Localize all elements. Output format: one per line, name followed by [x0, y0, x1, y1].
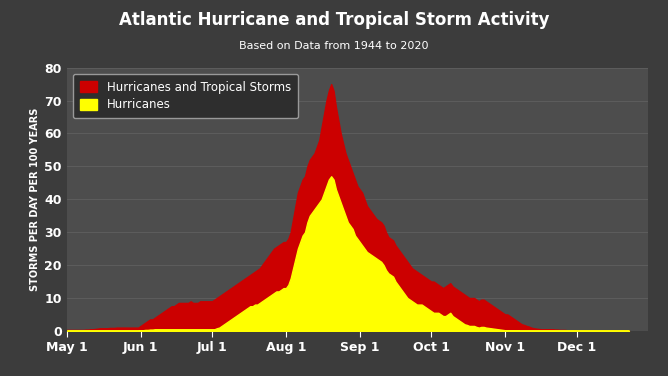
Y-axis label: STORMS PER DAY PER 100 YEARS: STORMS PER DAY PER 100 YEARS: [30, 108, 40, 291]
Text: Based on Data from 1944 to 2020: Based on Data from 1944 to 2020: [239, 41, 429, 52]
Text: Atlantic Hurricane and Tropical Storm Activity: Atlantic Hurricane and Tropical Storm Ac…: [119, 11, 549, 29]
Legend: Hurricanes and Tropical Storms, Hurricanes: Hurricanes and Tropical Storms, Hurrican…: [73, 74, 299, 118]
